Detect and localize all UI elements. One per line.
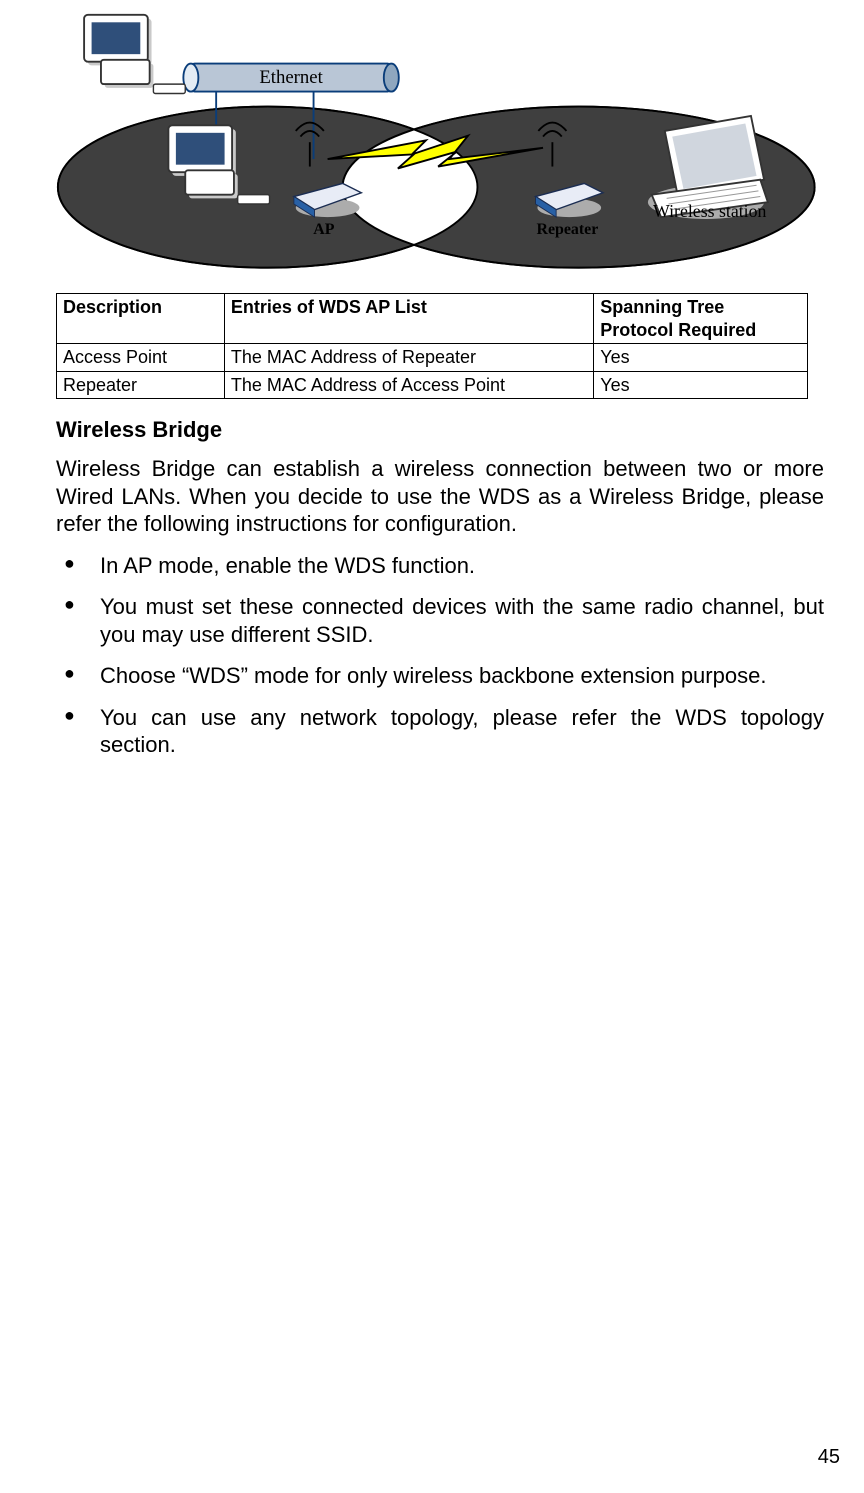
cell-description: Repeater bbox=[57, 371, 225, 399]
ap-label: AP bbox=[313, 221, 334, 238]
table-row: Repeater The MAC Address of Access Point… bbox=[57, 371, 808, 399]
page-number: 45 bbox=[818, 1446, 840, 1469]
bullet-list: In AP mode, enable the WDS function. You… bbox=[56, 552, 824, 759]
table-header-row: Description Entries of WDS AP List Spann… bbox=[57, 294, 808, 344]
header-entries: Entries of WDS AP List bbox=[224, 294, 593, 344]
list-item: You must set these connected devices wit… bbox=[56, 593, 824, 648]
wireless-station-label: Wireless station bbox=[653, 201, 766, 221]
wds-repeater-diagram: Ethernet bbox=[56, 0, 824, 290]
header-stp: Spanning Tree Protocol Required bbox=[594, 294, 808, 344]
cell-entries: The MAC Address of Access Point bbox=[224, 371, 593, 399]
page: Ethernet bbox=[0, 0, 864, 1493]
cell-description: Access Point bbox=[57, 344, 225, 372]
repeater-label: Repeater bbox=[536, 221, 598, 238]
section-heading: Wireless Bridge bbox=[56, 417, 824, 443]
wds-ap-list-table: Description Entries of WDS AP List Spann… bbox=[56, 293, 808, 399]
list-item: In AP mode, enable the WDS function. bbox=[56, 552, 824, 580]
header-description: Description bbox=[57, 294, 225, 344]
list-item: You can use any network topology, please… bbox=[56, 704, 824, 759]
table-row: Access Point The MAC Address of Repeater… bbox=[57, 344, 808, 372]
cell-entries: The MAC Address of Repeater bbox=[224, 344, 593, 372]
ethernet-label: Ethernet bbox=[259, 67, 323, 88]
wired-pc-top bbox=[84, 15, 185, 94]
intro-paragraph: Wireless Bridge can establish a wireless… bbox=[56, 455, 824, 538]
cell-stp: Yes bbox=[594, 371, 808, 399]
list-item: Choose “WDS” mode for only wireless back… bbox=[56, 662, 824, 690]
cell-stp: Yes bbox=[594, 344, 808, 372]
